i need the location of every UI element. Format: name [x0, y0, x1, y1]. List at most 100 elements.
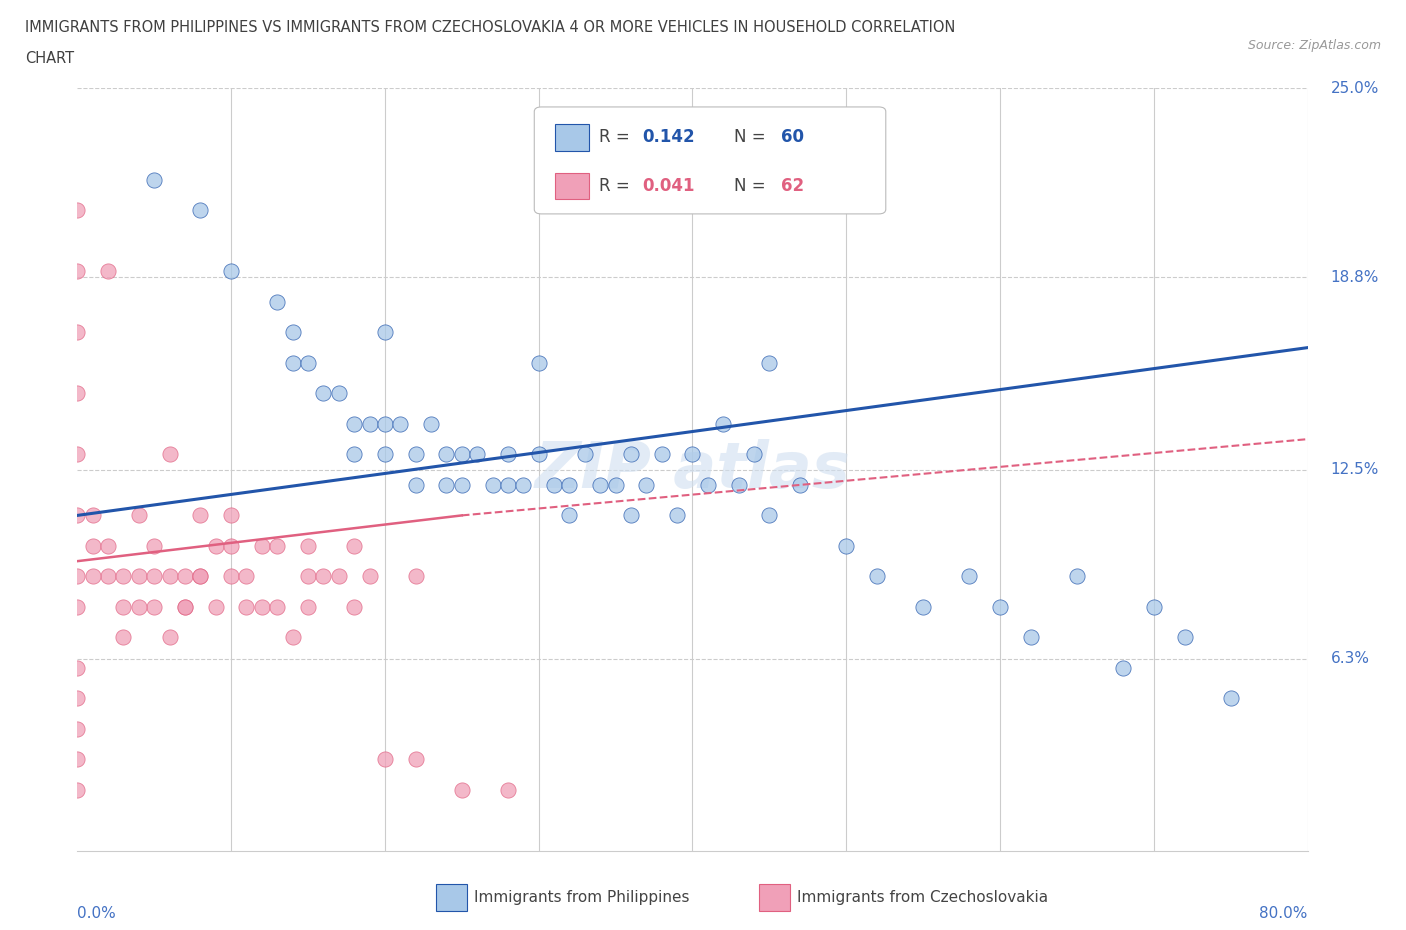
Point [558, 477, 581, 492]
Text: 0.041: 0.041 [643, 178, 695, 195]
Point [82, 538, 104, 553]
Point [988, 600, 1011, 615]
Point [343, 600, 366, 615]
Point [66, 325, 89, 339]
Point [128, 600, 150, 615]
Point [128, 508, 150, 523]
Point [328, 386, 350, 401]
Point [66, 203, 89, 218]
Point [66, 264, 89, 279]
Text: N =: N = [734, 128, 770, 147]
Point [1019, 630, 1042, 644]
Point [374, 417, 396, 432]
Point [188, 569, 212, 584]
Point [281, 325, 304, 339]
Point [636, 477, 658, 492]
Point [188, 569, 212, 584]
Point [359, 417, 381, 432]
Point [558, 508, 581, 523]
Point [66, 660, 89, 675]
Point [297, 355, 319, 370]
Point [66, 508, 89, 523]
FancyBboxPatch shape [555, 125, 589, 151]
Point [420, 417, 443, 432]
Point [112, 630, 135, 644]
Text: R =: R = [599, 178, 634, 195]
Point [620, 447, 643, 462]
Text: ZIP atlas: ZIP atlas [534, 439, 851, 500]
Point [450, 782, 472, 797]
Point [374, 325, 396, 339]
Point [219, 264, 242, 279]
Point [82, 569, 104, 584]
Point [496, 447, 519, 462]
Point [128, 569, 150, 584]
Point [666, 508, 689, 523]
Point [66, 782, 89, 797]
Point [405, 447, 427, 462]
Point [651, 447, 673, 462]
Point [235, 600, 257, 615]
Point [711, 417, 734, 432]
Text: 0.0%: 0.0% [77, 906, 117, 921]
Point [742, 447, 765, 462]
Point [174, 600, 197, 615]
Point [465, 447, 488, 462]
Point [1066, 569, 1088, 584]
Point [266, 295, 288, 310]
Point [343, 538, 366, 553]
Point [174, 600, 197, 615]
Point [143, 569, 166, 584]
Text: N =: N = [734, 178, 770, 195]
Point [143, 600, 166, 615]
Point [620, 508, 643, 523]
Point [266, 538, 288, 553]
Point [66, 447, 89, 462]
Point [389, 417, 412, 432]
Point [758, 355, 780, 370]
Point [957, 569, 980, 584]
Point [1174, 630, 1197, 644]
Point [66, 722, 89, 737]
Text: Immigrants from Philippines: Immigrants from Philippines [474, 890, 689, 905]
Point [574, 447, 596, 462]
Point [297, 569, 319, 584]
Point [527, 447, 550, 462]
Text: 6.3%: 6.3% [1330, 651, 1369, 666]
Point [405, 569, 427, 584]
Point [159, 630, 181, 644]
Point [174, 569, 197, 584]
Point [312, 386, 335, 401]
Point [297, 600, 319, 615]
Point [219, 508, 242, 523]
Point [696, 477, 718, 492]
Text: Immigrants from Czechoslovakia: Immigrants from Czechoslovakia [797, 890, 1049, 905]
Point [527, 355, 550, 370]
Point [405, 752, 427, 767]
Text: 0.142: 0.142 [643, 128, 695, 147]
Point [281, 630, 304, 644]
Point [727, 477, 749, 492]
Point [66, 752, 89, 767]
Point [235, 569, 257, 584]
Point [66, 569, 89, 584]
Point [343, 417, 366, 432]
Point [682, 447, 704, 462]
Point [450, 477, 472, 492]
Point [143, 172, 166, 187]
Point [188, 508, 212, 523]
Point [97, 264, 120, 279]
Point [1219, 691, 1241, 706]
Text: R =: R = [599, 128, 634, 147]
Text: 80.0%: 80.0% [1260, 906, 1308, 921]
Text: 18.8%: 18.8% [1330, 270, 1379, 285]
Point [66, 691, 89, 706]
Point [112, 569, 135, 584]
Text: CHART: CHART [25, 51, 75, 66]
Point [97, 569, 120, 584]
FancyBboxPatch shape [555, 173, 589, 200]
Point [758, 508, 780, 523]
Text: 12.5%: 12.5% [1330, 462, 1379, 477]
Point [297, 538, 319, 553]
Point [159, 569, 181, 584]
